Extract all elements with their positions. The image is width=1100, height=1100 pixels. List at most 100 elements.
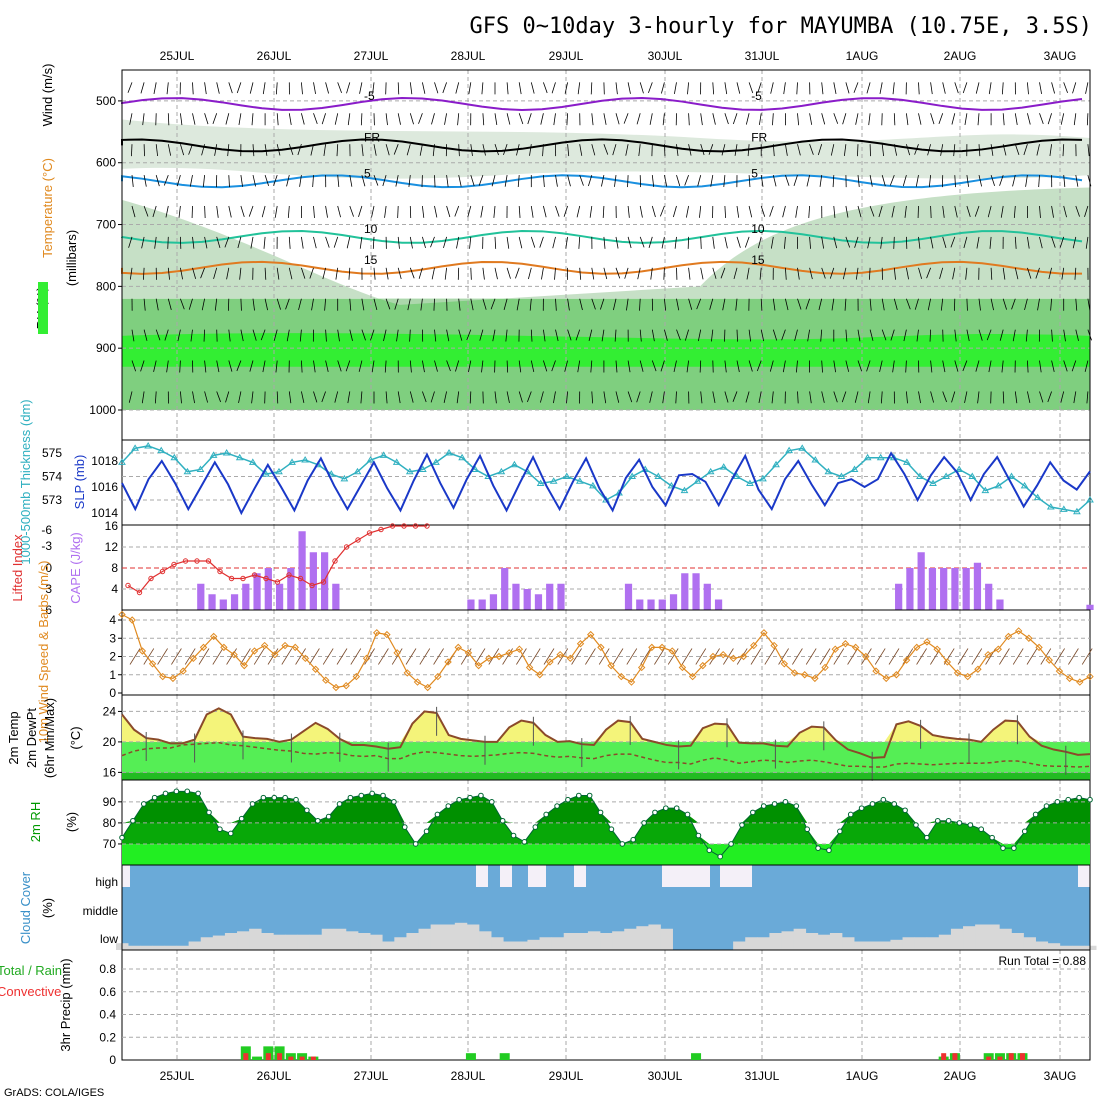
wind-barb bbox=[468, 82, 472, 95]
wind-barb bbox=[576, 205, 581, 218]
li-axis-label: Lifted Index bbox=[10, 534, 25, 602]
wind-barb bbox=[664, 298, 667, 311]
wind-barb bbox=[409, 360, 412, 373]
wind-barb bbox=[735, 298, 738, 311]
bottom-date-label: 1AUG bbox=[846, 1069, 879, 1083]
surface-wind-barb bbox=[667, 648, 679, 665]
wind-barb bbox=[566, 113, 568, 126]
wind-barb bbox=[904, 205, 907, 218]
wind-barb bbox=[506, 267, 511, 279]
surface-wind-barb bbox=[171, 648, 182, 665]
wind-barb bbox=[578, 236, 581, 249]
wind-barb bbox=[879, 82, 883, 94]
wind-barb bbox=[167, 113, 170, 126]
wind-speed-point bbox=[913, 643, 921, 652]
wind-barb bbox=[988, 82, 992, 95]
thickness-point bbox=[759, 474, 767, 482]
wind-barb bbox=[880, 236, 883, 249]
convective-precip-bar bbox=[986, 1056, 992, 1060]
surface-wind-barb bbox=[1054, 648, 1065, 665]
wind-speed-point bbox=[1045, 656, 1053, 664]
low-cloud-bar bbox=[842, 937, 855, 950]
wind-barb bbox=[409, 82, 413, 95]
wind-barb bbox=[857, 329, 861, 342]
wind-barb bbox=[781, 329, 786, 341]
wind-barb bbox=[322, 267, 326, 280]
wind-barb bbox=[505, 329, 508, 342]
wind-barb bbox=[966, 175, 969, 187]
wind-barb bbox=[954, 175, 956, 188]
wind-speed-point bbox=[301, 654, 310, 663]
wind-speed-point bbox=[138, 647, 147, 655]
li-point bbox=[182, 558, 189, 564]
wind-barb bbox=[309, 267, 314, 279]
wind-barb bbox=[723, 175, 726, 188]
low-cloud-bar bbox=[454, 922, 468, 950]
wind-barb bbox=[397, 205, 399, 218]
wind-barb bbox=[1087, 144, 1090, 157]
wind-barb bbox=[854, 391, 859, 403]
isotherm-label: 15 bbox=[364, 253, 378, 267]
wind-barb bbox=[469, 236, 472, 249]
wind-barb bbox=[833, 360, 837, 373]
wind-barb bbox=[444, 267, 447, 280]
wind-barb bbox=[639, 82, 644, 94]
wind-barb bbox=[434, 82, 439, 94]
wind-barb bbox=[454, 205, 460, 217]
wind-barb bbox=[797, 391, 799, 404]
wind-speed-point bbox=[699, 661, 707, 670]
wind-barb bbox=[1014, 267, 1019, 280]
wind-barb bbox=[530, 205, 534, 218]
wind-barb bbox=[516, 298, 520, 311]
wind-barb bbox=[250, 236, 254, 249]
wind-barb bbox=[893, 298, 898, 310]
rh-point bbox=[369, 790, 375, 797]
wind-barb bbox=[857, 360, 863, 372]
wind-barb bbox=[313, 236, 317, 249]
wind-speed-point bbox=[1065, 674, 1074, 683]
wind-barb bbox=[809, 144, 814, 155]
rh-point bbox=[173, 788, 180, 795]
high-cloud-gap bbox=[574, 865, 586, 887]
top-date-label: 26JUL bbox=[257, 49, 292, 63]
rh-point bbox=[347, 794, 354, 801]
wind-barb bbox=[675, 391, 677, 404]
wind-barb bbox=[252, 144, 255, 157]
wind-barb bbox=[325, 205, 328, 218]
wind-barb bbox=[528, 267, 532, 280]
cape-bar bbox=[242, 583, 250, 610]
wind-barb bbox=[818, 298, 823, 311]
wind-barb bbox=[817, 144, 823, 156]
low-cloud-bar bbox=[660, 928, 673, 950]
rh-point bbox=[314, 817, 321, 824]
wind-barb bbox=[1063, 82, 1068, 93]
low-cloud-bar bbox=[1011, 933, 1024, 950]
wind-barb bbox=[276, 267, 280, 280]
rh-point bbox=[195, 790, 201, 797]
wind-barb bbox=[1051, 236, 1056, 248]
li-point bbox=[343, 544, 350, 550]
wind-barb bbox=[1073, 391, 1077, 404]
wind-barb bbox=[458, 175, 462, 187]
wind-barb bbox=[446, 175, 449, 187]
wind-barb bbox=[1049, 144, 1052, 156]
wind-barb bbox=[347, 113, 351, 126]
cape-bar bbox=[917, 552, 925, 610]
wind-barb bbox=[845, 205, 849, 218]
wind-barb bbox=[503, 144, 508, 155]
surface-wind-barb bbox=[405, 648, 417, 665]
wind-barb bbox=[409, 391, 414, 403]
wind-barb bbox=[878, 205, 883, 218]
wind-barb bbox=[506, 82, 509, 95]
rh-point bbox=[945, 817, 952, 824]
wind-barb bbox=[1086, 391, 1089, 404]
y-tick-label: 90 bbox=[103, 795, 117, 809]
wind-barb bbox=[249, 82, 254, 94]
rh-point bbox=[913, 822, 919, 828]
wind-barb bbox=[930, 205, 932, 218]
wind-speed-point bbox=[281, 641, 289, 650]
wind-barb bbox=[397, 82, 400, 95]
convective-precip-bar bbox=[997, 1056, 1003, 1060]
wind-barb bbox=[889, 174, 895, 186]
wind-barb bbox=[868, 267, 871, 280]
